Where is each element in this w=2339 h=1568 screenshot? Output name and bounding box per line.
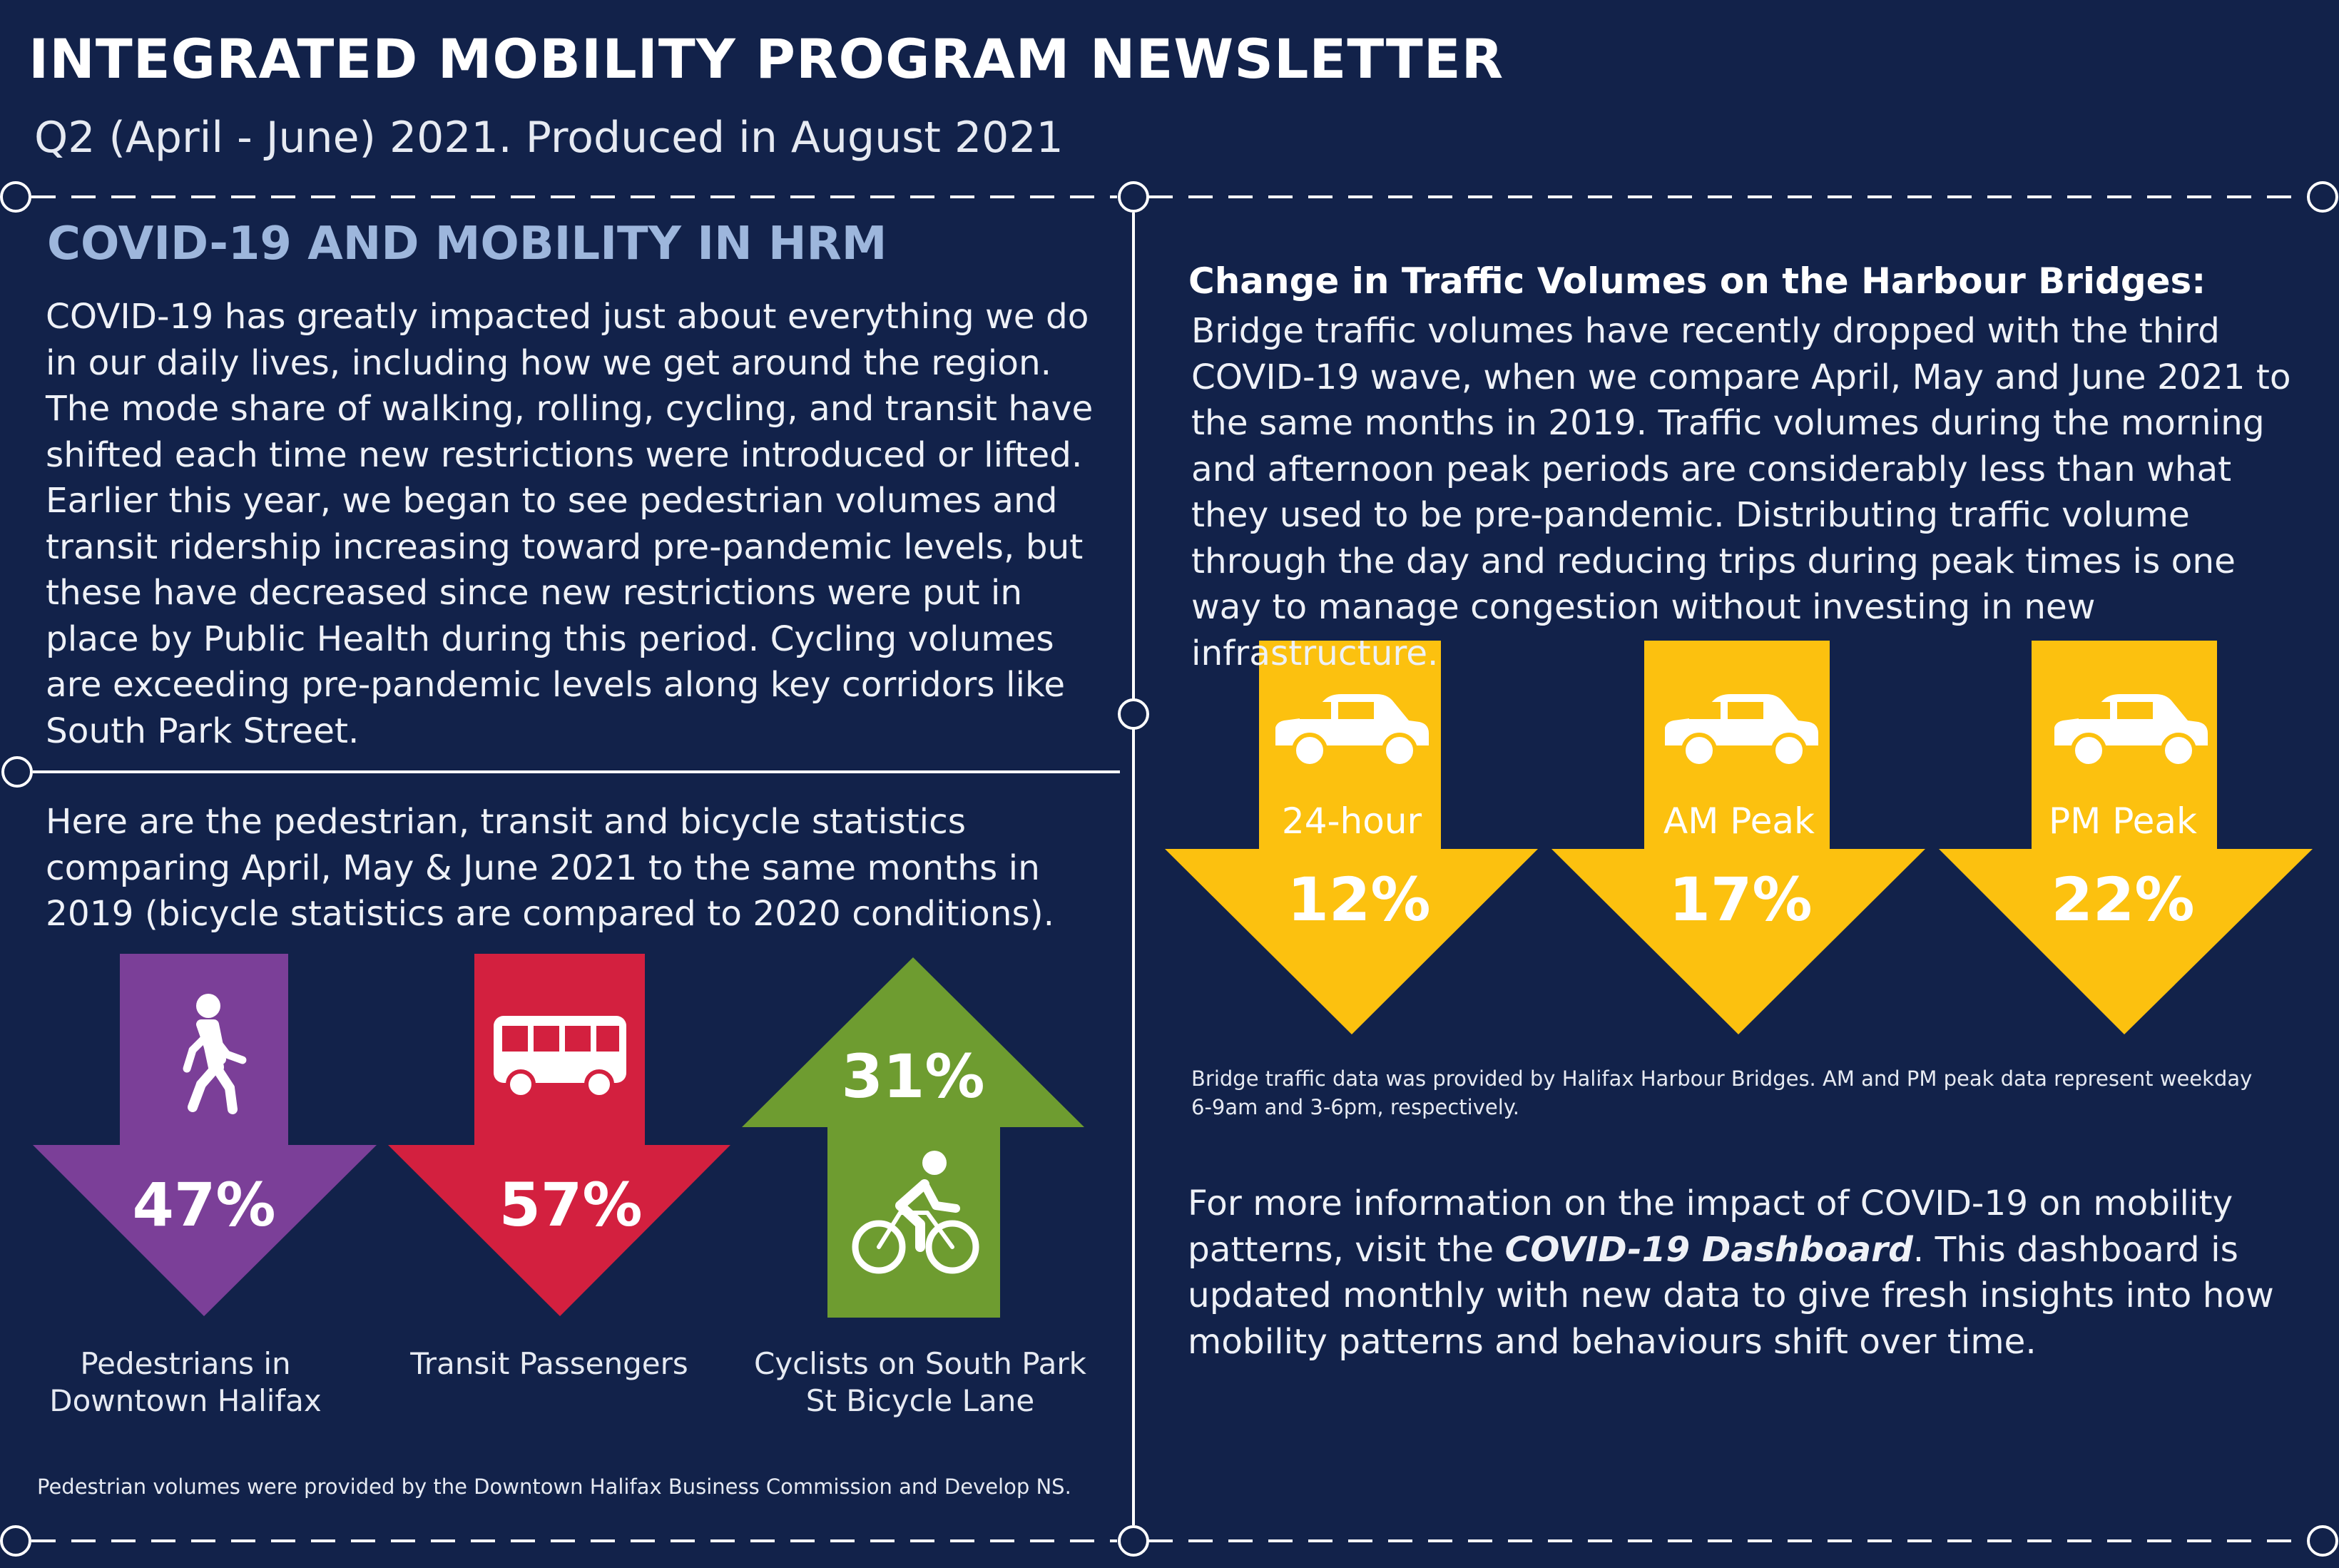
more-info-text: For more information on the impact of CO… [1188,1183,2233,1270]
bus-icon [494,1016,626,1099]
node-circle [1118,1525,1149,1557]
bridge-pm-value: 22% [2051,865,2195,935]
bridge-pm-label: PM Peak [2049,800,2197,842]
cyclist-stat-value: 31% [841,1042,985,1111]
bridge-arrow-24h [1165,641,1538,1034]
pedestrian-stat-label: Pedestrians in Downtown Halifax [49,1346,322,1418]
cyclist-icon [852,1151,979,1274]
node-circle [2307,1525,2338,1557]
bridges-heading: Change in Traffic Volumes on the Harbour… [1188,260,2206,302]
cyclist-arrow [742,957,1084,1318]
section-heading: COVID-19 AND MOBILITY IN HRM [47,218,887,270]
pedestrian-arrow [33,954,377,1316]
transit-stat-label: Transit Passengers [410,1346,688,1381]
node-circle [2307,181,2338,213]
cyclist-stat-label: Cyclists on South Park St Bicycle Lane [753,1346,1087,1418]
more-info-paragraph: For more information on the impact of CO… [1188,1181,2315,1365]
pedestrian-footnote: Pedestrian volumes were provided by the … [37,1475,1071,1499]
car-icon [1275,694,1429,768]
bridge-arrow-pm [1939,641,2313,1034]
node-circle [0,1525,31,1557]
bridges-paragraph: Bridge traffic volumes have recently dro… [1191,311,2291,673]
node-circle [1,756,33,788]
pedestrian-icon [183,994,247,1114]
node-circle [1118,181,1149,213]
pedestrian-stat-value: 47% [132,1170,276,1240]
stats-intro-paragraph: Here are the pedestrian, transit and bic… [46,802,1055,934]
bridge-arrow-am [1551,641,1925,1034]
bridge-am-label: AM Peak [1663,800,1815,842]
more-info-text-end: . This dashboard is updated monthly with… [1188,1229,2274,1362]
transit-stat-value: 57% [499,1170,643,1240]
newsletter-subtitle: Q2 (April - June) 2021. Produced in Augu… [34,113,1064,163]
node-circle [1118,698,1149,730]
bridge-footnote: Bridge traffic data was provided by Hali… [1191,1066,2253,1119]
bridge-24h-label: 24-hour [1281,800,1422,842]
bridge-24h-value: 12% [1287,865,1431,935]
car-icon [2054,694,2208,768]
transit-arrow [388,954,730,1316]
covid-dashboard-link[interactable]: COVID-19 Dashboard [1504,1229,1913,1270]
node-circle [0,181,31,213]
car-icon [1665,694,1818,768]
intro-paragraph: COVID-19 has greatly impacted just about… [46,297,1094,751]
bridge-am-value: 17% [1668,865,1813,935]
newsletter-title: INTEGRATED MOBILITY PROGRAM NEWSLETTER [29,27,1504,91]
